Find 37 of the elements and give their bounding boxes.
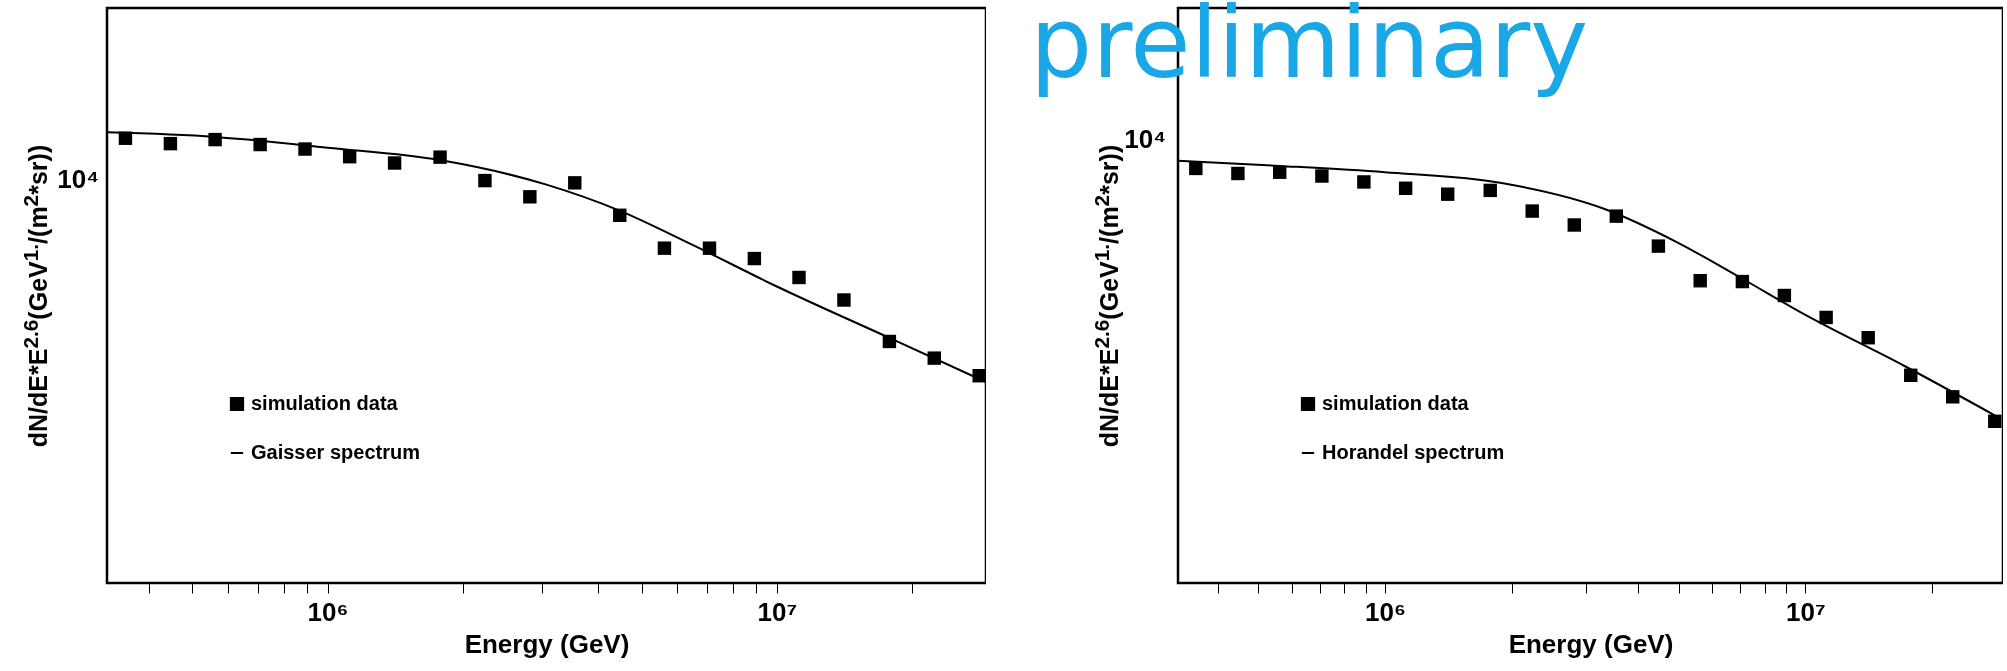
point [1483,183,1497,198]
point [702,241,717,255]
point [1189,161,1203,176]
point [1525,204,1539,218]
point [1567,218,1581,232]
point [298,142,312,156]
legend-label: Gaisser spectrum [251,441,420,463]
x-axis-title: Energy (GeV) [1508,628,1674,659]
legend-label: simulation data [251,392,399,414]
x-tick-label: 10⁷ [757,596,798,627]
point [1440,187,1455,201]
point [523,190,537,204]
point [1231,166,1245,181]
point [568,176,582,190]
point [837,293,851,307]
point [478,173,492,188]
x-tick-label: 10⁶ [307,596,349,627]
legend-label: simulation data [1322,392,1470,414]
text: 10⁴ [57,164,99,194]
x-tick-label: 10⁷ [1786,596,1826,627]
point [1693,274,1707,288]
legend-label: Horandel spectrum [1322,441,1505,463]
point [1651,239,1666,253]
point [1357,175,1371,189]
point [1315,169,1329,183]
point [792,270,806,285]
point [433,150,447,164]
point [747,251,762,266]
point [1861,331,1875,345]
point [1819,310,1833,325]
point [657,241,672,255]
point [387,156,402,170]
point [163,136,178,151]
point [1398,181,1413,195]
x-axis-title: Energy (GeV) [464,628,630,659]
text: 10⁴ [1124,124,1166,154]
x-tick-label: 10⁶ [1364,596,1406,627]
